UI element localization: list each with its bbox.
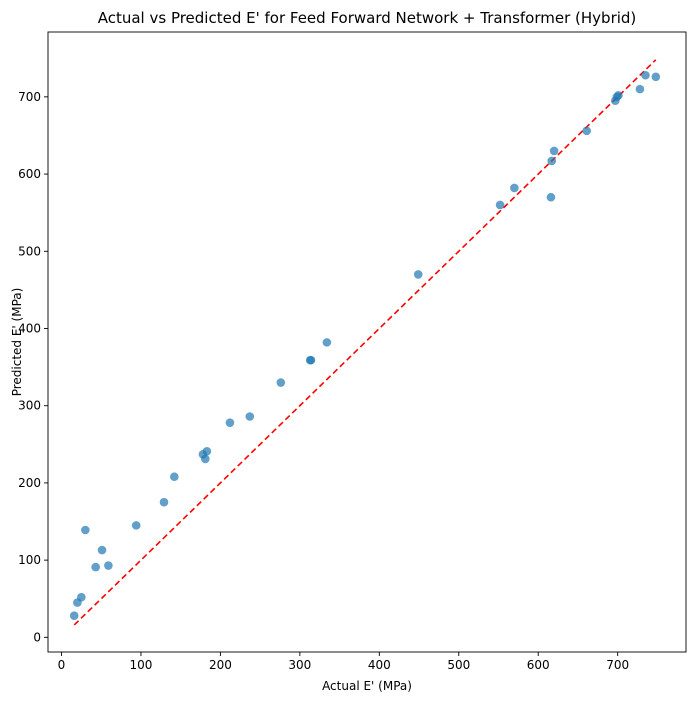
x-tick-label: 200 xyxy=(209,658,232,672)
data-point xyxy=(69,611,79,621)
data-point xyxy=(202,446,212,456)
chart-title: Actual vs Predicted E' for Feed Forward … xyxy=(98,9,637,27)
data-point xyxy=(81,525,90,535)
data-point xyxy=(159,497,169,507)
data-point xyxy=(413,270,423,279)
data-point xyxy=(546,192,556,202)
data-point xyxy=(245,412,255,421)
data-point xyxy=(104,561,113,570)
y-tick-label: 400 xyxy=(18,321,41,335)
y-tick-label: 300 xyxy=(18,399,41,413)
y-tick-label: 600 xyxy=(18,167,41,181)
data-point xyxy=(510,183,519,193)
data-point xyxy=(131,521,141,530)
x-tick-label: 100 xyxy=(130,658,153,672)
data-point xyxy=(495,200,505,210)
x-tick-label: 700 xyxy=(606,658,629,672)
data-point xyxy=(547,156,557,166)
x-tick-label: 500 xyxy=(447,658,470,672)
data-point xyxy=(201,454,210,464)
data-point xyxy=(225,418,235,427)
plot-frame xyxy=(47,31,687,653)
data-point xyxy=(549,146,559,156)
x-tick-label: 300 xyxy=(288,658,311,672)
data-point xyxy=(582,126,591,136)
data-point xyxy=(77,592,86,602)
reference-line xyxy=(73,59,657,626)
data-point xyxy=(306,355,316,365)
x-tick-label: 400 xyxy=(368,658,391,672)
data-point xyxy=(91,562,100,572)
x-axis-label: Actual E' (MPa) xyxy=(322,679,412,693)
y-tick-label: 700 xyxy=(18,90,41,104)
y-tick-label: 100 xyxy=(18,553,41,567)
plot-area: 0 100 200 300 400 500 600 700 0 100 200 300 400 500 60… xyxy=(18,31,687,672)
data-point xyxy=(651,72,661,82)
y-tick-label: 0 xyxy=(33,630,41,644)
data-point xyxy=(322,338,332,347)
x-tick-label: 0 xyxy=(58,658,66,672)
data-point xyxy=(170,472,179,482)
data-point xyxy=(97,545,107,555)
data-point xyxy=(276,378,286,387)
x-tick-label: 600 xyxy=(527,658,550,672)
data-point xyxy=(614,91,623,100)
y-tick-label: 200 xyxy=(18,476,41,490)
data-point xyxy=(641,70,650,80)
data-point xyxy=(635,84,645,94)
y-tick-label: 500 xyxy=(18,244,41,258)
y-axis-label: Predicted E' (MPa) xyxy=(10,288,24,397)
